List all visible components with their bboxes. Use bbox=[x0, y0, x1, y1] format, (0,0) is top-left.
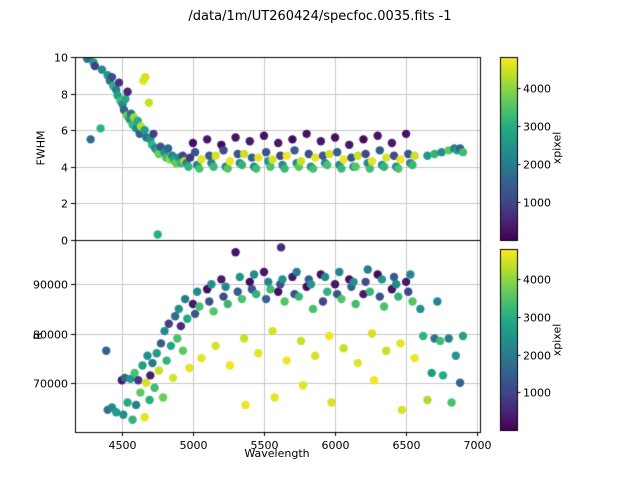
y-tick-label: 10 bbox=[54, 51, 68, 64]
plot-title: /data/1m/UT260424/specfoc.0035.fits -1 bbox=[188, 9, 452, 24]
x-tick-label: 6500 bbox=[392, 439, 421, 452]
colorbar-tick-label: 3000 bbox=[523, 120, 551, 133]
colorbar-label-top: xpixel bbox=[550, 131, 564, 165]
x-tick-label: 6000 bbox=[321, 439, 350, 452]
colorbar-label-bottom: xpixel bbox=[550, 323, 564, 357]
colorbar-tick-label: 4000 bbox=[523, 82, 551, 95]
x-tick-label: 4500 bbox=[108, 439, 137, 452]
y-tick-label: 70000 bbox=[33, 377, 68, 390]
y-tick-label: 4 bbox=[61, 161, 68, 174]
y-tick-label: 80000 bbox=[33, 328, 68, 341]
colorbar-tick-label: 2000 bbox=[523, 158, 551, 171]
y-tick-label: 6 bbox=[61, 124, 68, 137]
y-tick-label: 90000 bbox=[33, 278, 68, 291]
colorbar-tick-label: 2000 bbox=[523, 349, 551, 362]
x-tick-label: 5000 bbox=[179, 439, 208, 452]
y-tick-label: 0 bbox=[61, 234, 68, 247]
y-axis-label-fwhm: FWHM bbox=[34, 130, 48, 166]
colorbar-tick-label: 3000 bbox=[523, 311, 551, 324]
y-tick-label: 8 bbox=[61, 88, 68, 101]
x-axis-label: Wavelength bbox=[244, 447, 310, 460]
y-tick-label: 2 bbox=[61, 197, 68, 210]
colorbar-tick-label: 1000 bbox=[523, 386, 551, 399]
x-tick-label: 7000 bbox=[463, 439, 492, 452]
colorbar-tick-label: 1000 bbox=[523, 196, 551, 209]
colorbar-tick-label: 4000 bbox=[523, 273, 551, 286]
x-tick-label: 5500 bbox=[250, 439, 279, 452]
